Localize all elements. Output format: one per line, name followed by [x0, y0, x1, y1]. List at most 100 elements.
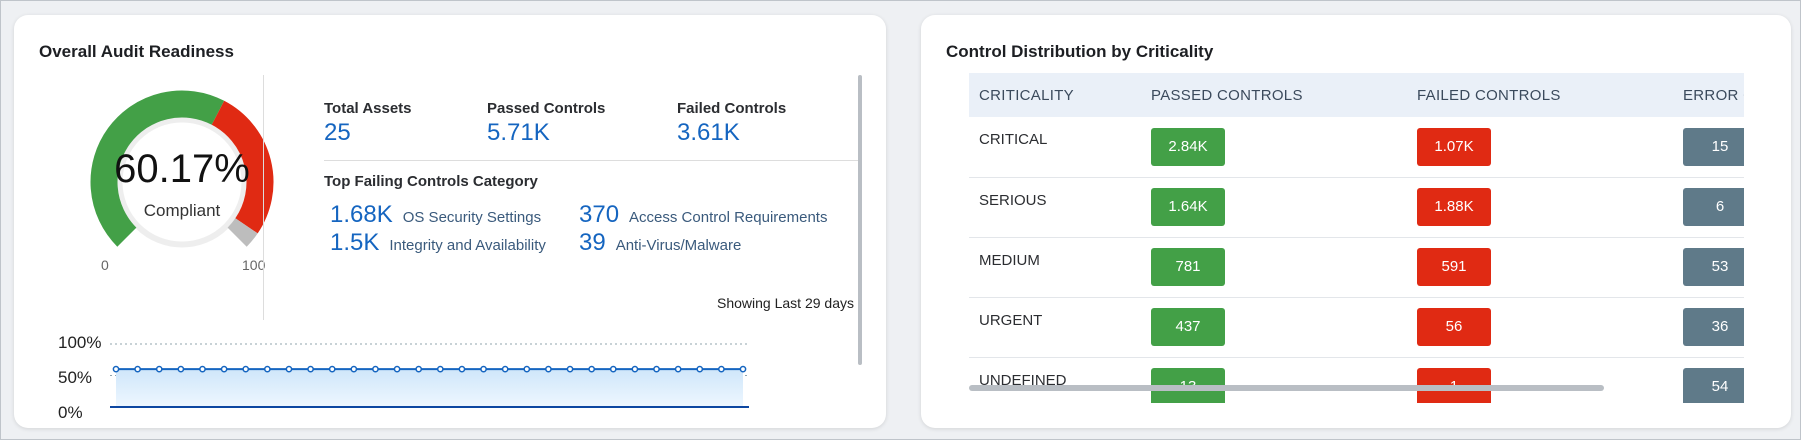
failing-category-label: OS Security Settings — [402, 209, 542, 226]
trend-point — [523, 365, 531, 373]
stat-label: Total Assets — [324, 100, 412, 117]
trend-point — [263, 365, 271, 373]
criticality-table-container[interactable]: CRITICALITY PASSED CONTROLS FAILED CONTR… — [969, 73, 1744, 403]
compliance-trend-chart: 100% 50% 0% — [34, 315, 864, 427]
criticality-cell: SERIOUS — [969, 177, 1141, 238]
failing-category-count[interactable]: 1.68K — [330, 201, 393, 228]
failing-category-label: Integrity and Availability — [389, 237, 546, 254]
y-tick-label: 100% — [58, 333, 102, 352]
trend-point — [653, 365, 660, 373]
y-tick-label: 50% — [58, 368, 93, 387]
gauge-label: Compliant — [143, 201, 221, 220]
table-row: SERIOUS 1.64K 1.88K 6 — [969, 177, 1744, 238]
column-header[interactable]: PASSED CONTROLS — [1141, 73, 1407, 117]
card-title: Control Distribution by Criticality — [946, 42, 1214, 61]
stat-value[interactable]: 25 — [324, 119, 351, 146]
trend-point — [458, 365, 466, 373]
failed-count-badge[interactable]: 1.07K — [1417, 127, 1491, 166]
column-header[interactable]: ERROR CONTROLS — [1673, 73, 1744, 117]
gauge-failed-arc — [211, 100, 274, 234]
gauge-max-label: 100 — [242, 257, 266, 273]
trend-point — [609, 365, 617, 373]
gauge-value: 60.17% — [114, 147, 250, 191]
control-distribution-card: Control Distribution by Criticality CRIT… — [921, 15, 1791, 428]
criticality-cell: CRITICAL — [969, 117, 1141, 178]
y-tick-label: 0% — [58, 403, 83, 422]
column-header[interactable]: CRITICALITY — [969, 73, 1141, 117]
trend-point — [674, 365, 682, 373]
stat-value[interactable]: 5.71K — [487, 119, 550, 146]
error-count-badge[interactable]: 54 — [1683, 368, 1744, 403]
table-row: CRITICAL 2.84K 1.07K 15 — [969, 117, 1744, 178]
gauge-remaining-arc — [227, 218, 258, 247]
failing-category-label: Access Control Requirements — [629, 209, 828, 226]
trend-point — [112, 365, 120, 373]
error-count-badge[interactable]: 53 — [1683, 248, 1744, 286]
table-header-row: CRITICALITY PASSED CONTROLS FAILED CONTR… — [969, 73, 1744, 117]
passed-count-badge[interactable]: 437 — [1151, 308, 1225, 346]
error-count-badge[interactable]: 36 — [1683, 308, 1744, 346]
trend-point — [155, 365, 163, 373]
trend-plot — [110, 343, 749, 408]
passed-count-badge[interactable]: 781 — [1151, 248, 1225, 286]
trend-point — [242, 365, 250, 373]
error-count-badge[interactable]: 15 — [1683, 127, 1744, 166]
overall-audit-readiness-card: Overall Audit Readiness 60.17% Compliant… — [14, 15, 886, 428]
horizontal-scrollbar[interactable] — [969, 385, 1604, 391]
trend-point — [285, 365, 293, 373]
failed-count-badge[interactable]: 1.88K — [1417, 188, 1491, 226]
trend-point — [501, 365, 509, 373]
error-count-badge[interactable]: 6 — [1683, 188, 1744, 226]
trend-point — [696, 365, 704, 373]
trend-point — [393, 365, 401, 373]
passed-count-badge[interactable]: 2.84K — [1151, 127, 1225, 166]
gauge-passed-arc — [90, 90, 225, 247]
gauge-min-label: 0 — [101, 257, 109, 273]
horizontal-divider — [324, 160, 858, 161]
failing-category-item[interactable]: 39 Anti-Virus/Malware — [579, 229, 741, 257]
gauge-inner-circle — [116, 116, 248, 248]
trend-point — [307, 365, 314, 373]
failing-category-item[interactable]: 370 Access Control Requirements — [579, 201, 827, 229]
failing-category-label: Anti-Virus/Malware — [615, 237, 742, 254]
criticality-cell: URGENT — [969, 297, 1141, 358]
stat-value[interactable]: 3.61K — [677, 119, 740, 146]
failed-count-badge[interactable]: 591 — [1417, 248, 1491, 286]
trend-point — [134, 365, 141, 373]
criticality-cell: UNDEFINED — [969, 357, 1141, 403]
passed-controls-stat[interactable]: Passed Controls 5.71K — [487, 100, 605, 147]
vertical-divider — [263, 75, 264, 320]
card-title: Overall Audit Readiness — [39, 42, 234, 61]
failing-category-count[interactable]: 370 — [579, 201, 620, 228]
trend-point — [350, 365, 358, 373]
trend-point — [480, 365, 487, 373]
trend-area — [116, 369, 743, 407]
trend-point — [415, 365, 423, 373]
trend-point — [631, 365, 639, 373]
failing-category-item[interactable]: 1.68K OS Security Settings — [330, 201, 541, 229]
trend-point — [739, 365, 747, 373]
failed-count-badge[interactable]: 56 — [1417, 308, 1491, 346]
vertical-scrollbar[interactable] — [858, 75, 862, 365]
trend-point — [588, 365, 596, 373]
failed-controls-stat[interactable]: Failed Controls 3.61K — [677, 100, 786, 147]
top-failing-title: Top Failing Controls Category — [324, 173, 538, 190]
failing-category-item[interactable]: 1.5K Integrity and Availability — [330, 229, 546, 257]
trend-point — [718, 365, 725, 373]
stat-label: Failed Controls — [677, 100, 787, 117]
trend-point — [220, 365, 228, 373]
table-row: MEDIUM 781 591 53 — [969, 237, 1744, 298]
date-range-text: Showing Last 29 days — [717, 295, 854, 311]
table-row: UNDEFINED 13 1 54 — [969, 357, 1744, 403]
trend-point — [372, 365, 379, 373]
total-assets-stat[interactable]: Total Assets 25 — [324, 100, 412, 147]
trend-point — [436, 365, 444, 373]
failing-category-count[interactable]: 39 — [579, 229, 606, 256]
failing-category-count[interactable]: 1.5K — [330, 229, 380, 256]
criticality-cell: MEDIUM — [969, 237, 1141, 298]
trend-point — [177, 365, 185, 373]
stat-label: Passed Controls — [487, 100, 606, 117]
compliance-gauge: 60.17% Compliant 0 100 — [62, 77, 302, 277]
passed-count-badge[interactable]: 1.64K — [1151, 188, 1225, 226]
column-header[interactable]: FAILED CONTROLS — [1407, 73, 1673, 117]
